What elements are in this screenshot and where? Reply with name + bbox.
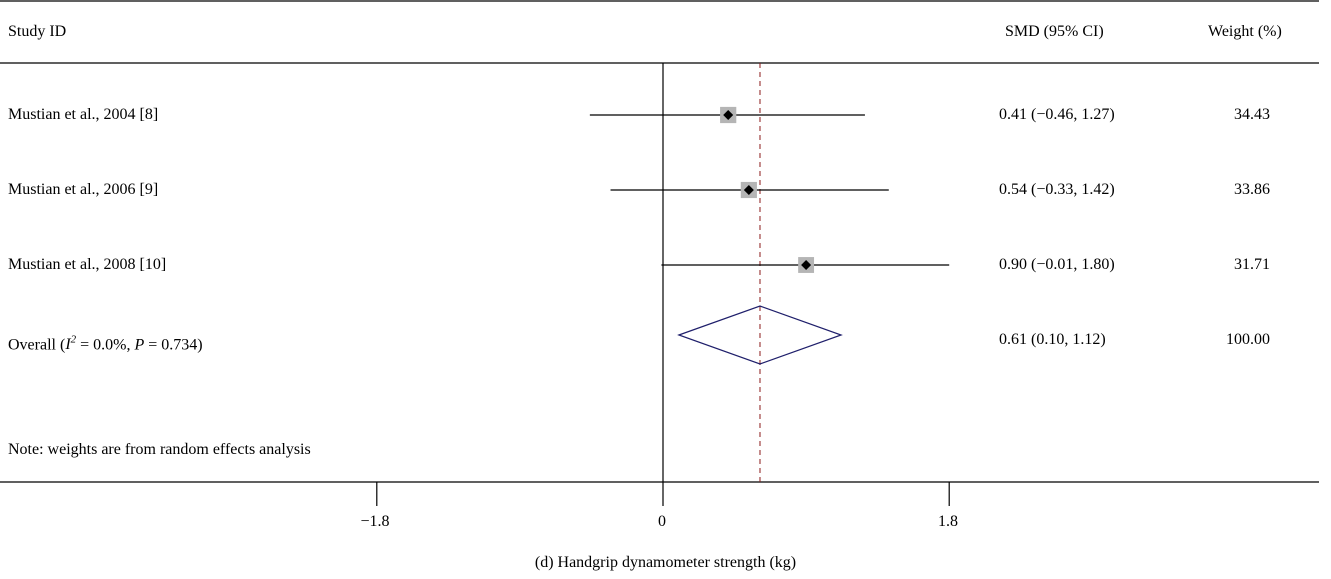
x-tick-label-1: −1.8 bbox=[360, 513, 390, 530]
figure-caption: (d) Handgrip dynamometer strength (kg) bbox=[534, 554, 797, 571]
study-point-estimate-1 bbox=[723, 110, 734, 120]
study-weight-3: 31.71 bbox=[1234, 256, 1270, 273]
overall-ci-text: 0.61 (0.10, 1.12) bbox=[999, 331, 1106, 348]
study-ci-text-3: 0.90 (−0.01, 1.80) bbox=[999, 256, 1115, 273]
study-ci-text-2: 0.54 (−0.33, 1.42) bbox=[999, 181, 1115, 198]
p-symbol: P bbox=[134, 336, 145, 354]
study-ci-text-1: 0.41 (−0.46, 1.27) bbox=[999, 106, 1115, 123]
x-tick-label-3: 1.8 bbox=[938, 513, 958, 530]
study-point-estimate-2 bbox=[743, 185, 754, 195]
header-study-id: Study ID bbox=[8, 23, 67, 40]
x-tick-label-2: 0 bbox=[658, 513, 666, 530]
header-weight: Weight (%) bbox=[1208, 23, 1282, 40]
overall-diamond bbox=[677, 305, 843, 365]
study-label-1: Mustian et al., 2004 [8] bbox=[8, 106, 159, 123]
study-label-3: Mustian et al., 2008 [10] bbox=[8, 256, 167, 273]
overall-weight: 100.00 bbox=[1226, 331, 1270, 348]
i-squared-symbol: I2 bbox=[65, 334, 77, 354]
study-point-estimate-3 bbox=[801, 260, 812, 270]
note-text: Note: weights are from random effects an… bbox=[8, 441, 311, 458]
study-weight-2: 33.86 bbox=[1234, 181, 1270, 198]
overall-label: Overall (I2 = 0.0%, P = 0.734) bbox=[8, 334, 203, 354]
study-weight-1: 34.43 bbox=[1234, 106, 1270, 123]
header-smd-ci: SMD (95% CI) bbox=[1005, 23, 1104, 40]
study-label-2: Mustian et al., 2006 [9] bbox=[8, 181, 159, 198]
